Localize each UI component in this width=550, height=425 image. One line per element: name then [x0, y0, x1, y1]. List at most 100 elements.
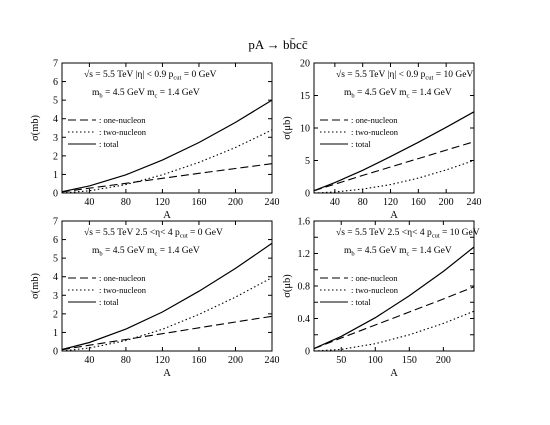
- annotation-text: √s = 5.5 TeV |η| < 0.9 p: [84, 69, 174, 80]
- y-tick-label: 6: [53, 77, 58, 88]
- x-tick-label: 160: [191, 197, 206, 208]
- mass-annotation: mb = 4.5 GeV mc = 1.4 GeV: [92, 88, 200, 100]
- annotation-text-tail: = 1.4 GeV: [157, 246, 199, 256]
- y-tick-label: 1.2: [298, 249, 311, 260]
- legend-entry: : total: [99, 139, 119, 149]
- annotation-text: m: [344, 88, 352, 98]
- series-line-dotted: [313, 159, 475, 194]
- y-tick-label: 10: [300, 124, 310, 135]
- y-tick-label: 3: [53, 291, 58, 302]
- kinematics-annotation: √s = 5.5 TeV 2.5 <η< 4 pcut = 0 GeV: [84, 227, 223, 240]
- y-tick-label: 4: [53, 114, 58, 125]
- series-line-dashed: [61, 163, 273, 193]
- panel-2: 40 80 120 160 200 240 0 5 10 15 20 Aσ(μb) √s = 5.5 T…: [282, 59, 482, 222]
- x-axis-label: A: [390, 210, 398, 221]
- y-tick-label: 4: [53, 272, 58, 283]
- annotation-text-tail: = 1.4 GeV: [157, 88, 199, 98]
- kinematics-annotation: √s = 5.5 TeV |η| < 0.9 pcut = 0 GeV: [84, 69, 217, 82]
- series-line-dotted: [313, 310, 475, 352]
- x-tick-label: 240: [265, 197, 280, 208]
- plot-frame: [61, 220, 273, 352]
- annotation-text-mid: = 4.5 GeV m: [103, 88, 155, 98]
- y-tick-label: 15: [300, 91, 310, 102]
- y-tick-label: 2: [53, 151, 58, 162]
- annotation-text-mid: = 4.5 GeV m: [355, 246, 407, 256]
- mass-annotation: mb = 4.5 GeV mc = 1.4 GeV: [344, 88, 452, 100]
- legend-entry: : one-nucleon: [99, 115, 146, 125]
- x-tick-label: 200: [228, 355, 243, 366]
- y-tick-label: 2: [53, 309, 58, 320]
- series-line-solid: [313, 246, 475, 350]
- legend-entry: : total: [351, 297, 371, 307]
- y-axis-label: σ(μb): [282, 274, 293, 298]
- y-tick-label: 0: [305, 189, 310, 200]
- annotation-text-tail: = 0 GeV: [188, 228, 223, 238]
- y-axis-label: σ(mb): [30, 114, 41, 141]
- x-tick-label: 80: [358, 197, 368, 208]
- annotation-subscript: b: [99, 251, 102, 258]
- series-line-dashed: [61, 315, 273, 351]
- mass-annotation: mb = 4.5 GeV mc = 1.4 GeV: [344, 246, 452, 258]
- x-axis-label: A: [163, 210, 171, 221]
- x-tick-label: 120: [155, 355, 170, 366]
- x-axis-label: A: [390, 368, 398, 379]
- annotation-text: √s = 5.5 TeV |η| < 0.9 p: [336, 69, 426, 80]
- y-tick-label: 0: [305, 347, 310, 358]
- y-tick-label: 5: [53, 254, 58, 265]
- y-tick-label: 6: [53, 235, 58, 246]
- x-tick-label: 80: [121, 197, 131, 208]
- y-tick-label: 1: [53, 170, 58, 181]
- y-axis-label: σ(mb): [30, 272, 41, 299]
- legend-entry: : total: [351, 139, 371, 149]
- panel-4: 50 100 150 200 0 0.4 0.8 1.2 1.6 Aσ(μb) √s = 5.5 T…: [282, 217, 480, 380]
- annotation-subscript: b: [99, 93, 102, 100]
- annotation-text-tail: = 1.4 GeV: [409, 246, 451, 256]
- series-line-solid: [313, 111, 475, 192]
- legend: : one-nucleon : two-nucleon : total: [320, 273, 399, 307]
- annotation-text: m: [92, 246, 100, 256]
- legend-entry: : two-nucleon: [351, 127, 399, 137]
- y-tick-label: 7: [53, 59, 58, 70]
- panel-3: 40 80 120 160 200 240 0 1 2 3 4 5 6 7 Aσ(mb) √s = 5.5 T…: [30, 217, 280, 380]
- y-tick-label: 1.6: [298, 217, 311, 228]
- y-tick-label: 20: [300, 59, 310, 70]
- x-tick-label: 120: [155, 197, 170, 208]
- y-tick-label: 5: [305, 156, 310, 167]
- legend-entry: : two-nucleon: [351, 285, 399, 295]
- series-line-dashed: [313, 286, 475, 350]
- annotation-subscript: cut: [432, 233, 440, 240]
- x-tick-label: 200: [228, 197, 243, 208]
- annotation-text-tail: = 10 GeV: [440, 228, 480, 238]
- panel-1: 40 80 120 160 200 240 0 1 2 3 4 5 6 7 Aσ(mb) √s = 5.5 T…: [30, 59, 280, 222]
- series-line-solid: [61, 99, 273, 193]
- series-line-dashed: [313, 141, 475, 192]
- annotation-text: √s = 5.5 TeV 2.5 <η< 4 p: [336, 227, 432, 238]
- kinematics-annotation: √s = 5.5 TeV 2.5 <η< 4 pcut = 10 GeV: [336, 227, 480, 240]
- y-tick-label: 0.8: [298, 282, 311, 293]
- annotation-text-tail: = 0 GeV: [181, 70, 216, 80]
- annotation-text-tail: = 1.4 GeV: [409, 88, 451, 98]
- mass-annotation: mb = 4.5 GeV mc = 1.4 GeV: [92, 246, 200, 258]
- annotation-subscript: c: [407, 251, 410, 258]
- legend-entry: : total: [99, 297, 119, 307]
- legend: : one-nucleon: two-nucleon: total: [68, 115, 147, 149]
- x-tick-label: 80: [121, 355, 131, 366]
- figure-title: pA → bb̄cc̄: [248, 37, 307, 52]
- x-tick-label: 200: [436, 355, 451, 366]
- legend-entry: : one-nucleon: [351, 273, 398, 283]
- annotation-text-tail: = 10 GeV: [433, 70, 473, 80]
- y-tick-label: 0: [53, 347, 58, 358]
- annotation-subscript: c: [155, 251, 158, 258]
- legend: : one-nucleon: two-nucleon: total: [68, 273, 147, 307]
- x-tick-label: 40: [84, 197, 94, 208]
- series-line-solid: [61, 242, 273, 351]
- legend-entry: : two-nucleon: [99, 285, 147, 295]
- y-tick-label: 5: [53, 96, 58, 107]
- annotation-subscript: c: [407, 93, 410, 100]
- legend: : one-nucleon: two-nucleon: total: [320, 115, 399, 149]
- x-tick-label: 50: [336, 355, 346, 366]
- y-tick-label: 0.4: [298, 314, 311, 325]
- y-tick-label: 7: [53, 217, 58, 228]
- y-tick-label: 0: [53, 189, 58, 200]
